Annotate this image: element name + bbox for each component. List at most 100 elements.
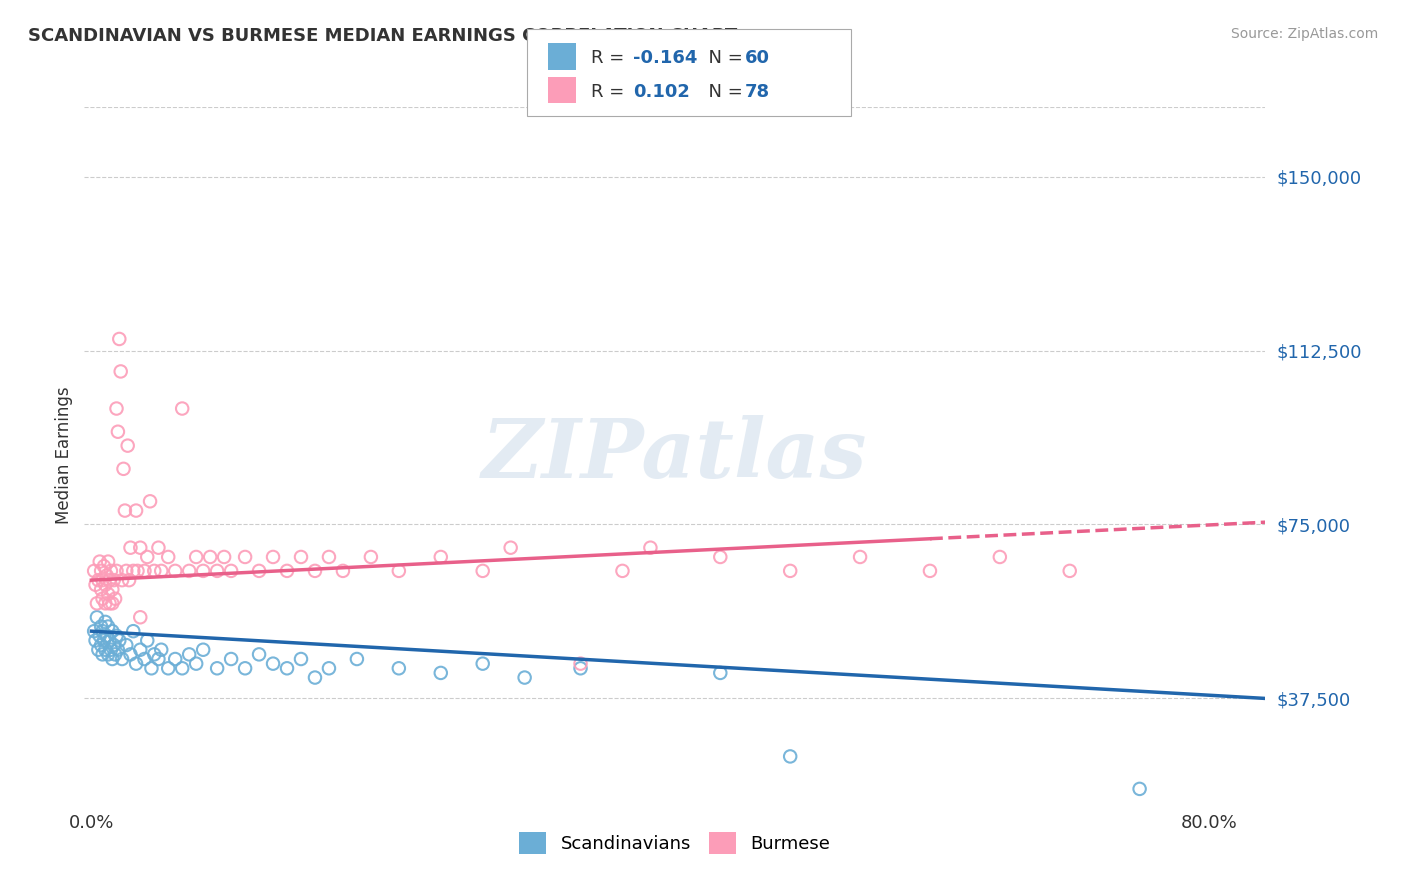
Point	[569, 657, 592, 671]
Point	[115, 564, 138, 578]
Point	[89, 555, 111, 569]
Point	[205, 661, 228, 675]
Text: SCANDINAVIAN VS BURMESE MEDIAN EARNINGS CORRELATION CHART: SCANDINAVIAN VS BURMESE MEDIAN EARNINGS …	[28, 27, 737, 45]
Point	[114, 503, 136, 517]
Point	[1129, 819, 1152, 833]
Point	[105, 401, 128, 416]
Point	[276, 564, 298, 578]
Point	[97, 587, 120, 601]
Point	[107, 642, 129, 657]
Point	[87, 642, 110, 657]
Y-axis label: Median Earnings: Median Earnings	[55, 386, 73, 524]
Point	[94, 615, 117, 629]
Point	[148, 541, 170, 555]
Point	[98, 573, 121, 587]
Point	[90, 619, 112, 633]
Point	[988, 549, 1011, 564]
Point	[104, 591, 127, 606]
Point	[100, 642, 122, 657]
Point	[97, 648, 120, 662]
Point	[346, 652, 368, 666]
Point	[150, 564, 173, 578]
Point	[110, 364, 132, 378]
Point	[191, 564, 214, 578]
Point	[612, 564, 634, 578]
Point	[849, 549, 872, 564]
Point	[172, 661, 194, 675]
Point	[918, 564, 941, 578]
Point	[139, 494, 162, 508]
Point	[84, 578, 107, 592]
Point	[90, 582, 112, 597]
Point	[127, 564, 149, 578]
Point	[429, 665, 451, 680]
Point	[290, 652, 312, 666]
Point	[429, 549, 451, 564]
Point	[262, 657, 284, 671]
Point	[304, 564, 326, 578]
Point	[91, 624, 114, 639]
Point	[262, 549, 284, 564]
Point	[94, 596, 117, 610]
Point	[165, 652, 187, 666]
Point	[103, 573, 125, 587]
Point	[205, 564, 228, 578]
Point	[105, 564, 128, 578]
Point	[84, 633, 107, 648]
Point	[141, 661, 163, 675]
Point	[115, 638, 138, 652]
Point	[779, 749, 801, 764]
Point	[136, 549, 159, 564]
Point	[97, 619, 120, 633]
Point	[122, 564, 145, 578]
Point	[499, 541, 522, 555]
Point	[125, 657, 148, 671]
Point	[86, 610, 108, 624]
Point	[97, 555, 120, 569]
Point	[129, 610, 152, 624]
Point	[332, 564, 354, 578]
Point	[388, 564, 411, 578]
Point	[569, 661, 592, 675]
Point	[111, 652, 134, 666]
Point	[134, 652, 156, 666]
Point	[118, 573, 141, 587]
Point	[247, 648, 270, 662]
Point	[101, 624, 124, 639]
Point	[117, 439, 139, 453]
Point	[191, 642, 214, 657]
Text: 0.102: 0.102	[633, 83, 689, 101]
Point	[318, 661, 340, 675]
Point	[101, 596, 124, 610]
Point	[129, 541, 152, 555]
Point	[86, 596, 108, 610]
Point	[96, 568, 118, 582]
Point	[90, 564, 112, 578]
Point	[91, 573, 114, 587]
Point	[360, 549, 382, 564]
Text: 78: 78	[745, 83, 770, 101]
Point	[101, 652, 124, 666]
Point	[157, 549, 180, 564]
Point	[134, 564, 156, 578]
Text: ZIPatlas: ZIPatlas	[482, 415, 868, 495]
Point	[136, 633, 159, 648]
Text: 60: 60	[745, 49, 770, 67]
Point	[150, 642, 173, 657]
Point	[83, 624, 105, 639]
Point	[98, 633, 121, 648]
Point	[186, 657, 208, 671]
Point	[247, 564, 270, 578]
Point	[101, 582, 124, 597]
Point	[111, 573, 134, 587]
Point	[143, 564, 166, 578]
Text: R =: R =	[591, 49, 630, 67]
Point	[471, 564, 494, 578]
Point	[90, 638, 112, 652]
Point	[233, 661, 256, 675]
Text: N =: N =	[697, 83, 749, 101]
Point	[96, 629, 118, 643]
Point	[108, 633, 131, 648]
Point	[100, 564, 122, 578]
Point	[219, 564, 242, 578]
